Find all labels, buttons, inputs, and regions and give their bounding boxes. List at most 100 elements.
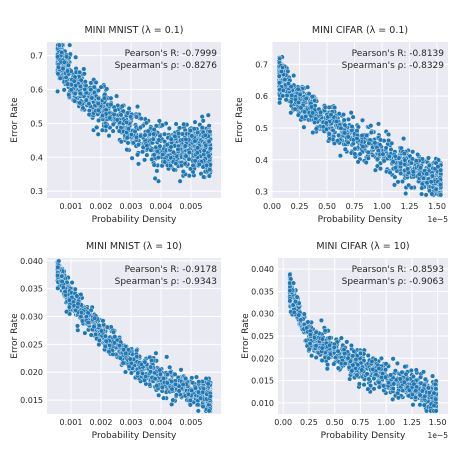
scatter-point bbox=[336, 111, 342, 117]
scatter-point bbox=[206, 408, 212, 414]
scatter-point bbox=[95, 107, 101, 113]
scatter-point bbox=[285, 80, 291, 86]
scatter-point bbox=[128, 370, 134, 376]
scatter-point bbox=[350, 114, 356, 120]
scatter-point bbox=[59, 50, 65, 56]
scatter-point bbox=[310, 129, 316, 135]
x-tick-label: 0.25 bbox=[300, 418, 318, 427]
scatter-point bbox=[91, 84, 97, 90]
scatter-point bbox=[55, 264, 61, 270]
scatter-point bbox=[402, 364, 408, 370]
scatter-point bbox=[89, 95, 95, 101]
y-tick-label: 0.020 bbox=[251, 354, 274, 363]
scatter-point bbox=[189, 133, 195, 139]
scatter-point bbox=[376, 384, 382, 390]
scatter-point bbox=[200, 389, 206, 395]
subplot-mnist-lambda-0-1: 0.001 0.002 0.003 0.004 0.005 0.30.40.50.60.… bbox=[10, 25, 221, 225]
scatter-point bbox=[82, 86, 88, 92]
scatter-point bbox=[289, 92, 295, 98]
scatter-point bbox=[75, 327, 81, 333]
scatter-point bbox=[422, 393, 428, 399]
scatter-point bbox=[319, 345, 325, 351]
scatter-point bbox=[431, 390, 437, 396]
scatter-point bbox=[417, 392, 423, 398]
scatter-point bbox=[148, 364, 154, 370]
y-tick-label: 0.025 bbox=[251, 332, 274, 341]
scatter-point bbox=[106, 349, 112, 355]
y-tick-labels: 0.30.40.50.60.7 bbox=[30, 52, 43, 197]
scatter-point bbox=[120, 347, 126, 353]
scatter-point bbox=[190, 162, 196, 168]
scatter-point bbox=[61, 87, 67, 93]
scatter-point bbox=[205, 112, 211, 118]
scatter-point bbox=[112, 107, 118, 113]
scatter-point bbox=[101, 95, 107, 101]
scatter-point bbox=[358, 350, 364, 356]
scatter-point bbox=[116, 128, 122, 134]
scatter-point bbox=[169, 386, 175, 392]
scatter-point bbox=[333, 355, 339, 361]
scatter-point bbox=[206, 138, 212, 144]
scatter-point bbox=[110, 121, 116, 127]
scatter-point bbox=[192, 158, 198, 164]
scatter-point bbox=[342, 130, 348, 136]
scatter-point bbox=[154, 168, 160, 174]
scatter-point bbox=[187, 397, 193, 403]
y-tick-label: 0.015 bbox=[251, 377, 274, 386]
scatter-point bbox=[319, 358, 325, 364]
scatter-point bbox=[282, 77, 288, 83]
scatter-point bbox=[187, 166, 193, 172]
scatter-point bbox=[388, 372, 394, 378]
scatter-point bbox=[423, 192, 429, 198]
scatter-point bbox=[151, 131, 157, 137]
scatter-point bbox=[363, 159, 369, 165]
scatter-point bbox=[108, 95, 114, 101]
scatter-point bbox=[392, 153, 398, 159]
scatter-point bbox=[413, 367, 419, 373]
scatter-point bbox=[164, 354, 170, 360]
scatter-point bbox=[67, 42, 73, 48]
scatter-point bbox=[328, 112, 334, 118]
scatter-point bbox=[60, 66, 66, 72]
pearson-annotation: Pearson's R: -0.8139 bbox=[352, 49, 445, 59]
scatter-point bbox=[192, 119, 198, 125]
scatter-point bbox=[55, 54, 61, 60]
scatter-point bbox=[56, 258, 62, 264]
scatter-point bbox=[287, 272, 293, 278]
scatter-point bbox=[318, 109, 324, 115]
y-tick-label: 0.030 bbox=[20, 313, 43, 322]
scatter-point bbox=[419, 185, 425, 191]
scatter-point bbox=[65, 81, 71, 87]
scatter-point bbox=[176, 131, 182, 137]
scatter-point bbox=[177, 125, 183, 131]
scatter-point bbox=[313, 343, 319, 349]
scatter-point bbox=[75, 301, 81, 307]
scatter-point bbox=[421, 369, 427, 375]
scatter-point bbox=[401, 136, 407, 142]
scatter-points bbox=[55, 42, 213, 184]
scatter-point bbox=[397, 376, 403, 382]
y-axis-label: Error Rate bbox=[241, 313, 251, 359]
scatter-point bbox=[94, 124, 100, 130]
scatter-point bbox=[128, 114, 134, 120]
y-tick-label: 0.4 bbox=[255, 156, 268, 165]
scatter-point bbox=[307, 332, 313, 338]
scatter-point bbox=[134, 152, 140, 158]
scatter-point bbox=[335, 348, 341, 354]
scatter-point bbox=[104, 86, 110, 92]
scatter-point bbox=[63, 74, 69, 80]
scatter-point bbox=[291, 73, 297, 79]
scatter-point bbox=[154, 383, 160, 389]
x-tick-label: 0.003 bbox=[120, 418, 143, 427]
scatter-point bbox=[297, 91, 303, 97]
scatter-point bbox=[118, 139, 124, 145]
scatter-point bbox=[151, 126, 157, 132]
scatter-point bbox=[337, 153, 343, 159]
scatter-point bbox=[132, 128, 138, 134]
y-tick-label: 0.3 bbox=[255, 188, 268, 197]
scatter-point bbox=[65, 62, 71, 68]
scatter-point bbox=[150, 136, 156, 142]
scatter-point bbox=[172, 371, 178, 377]
scatter-point bbox=[205, 381, 211, 387]
